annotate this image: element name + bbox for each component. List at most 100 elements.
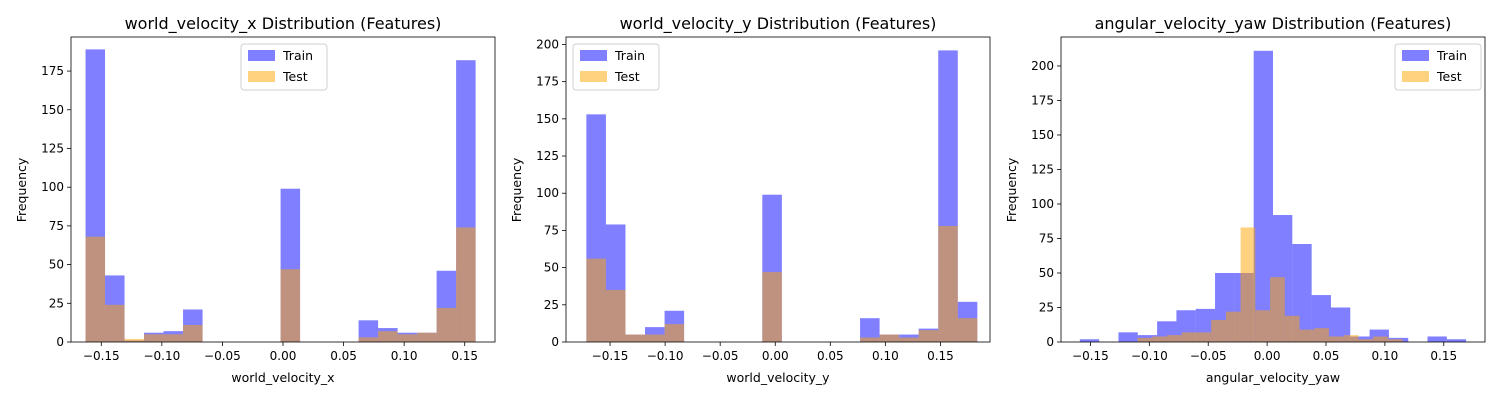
y-axis-label: Frequency bbox=[1004, 157, 1019, 222]
train-bar bbox=[1118, 332, 1138, 342]
test-bar bbox=[1343, 335, 1359, 342]
y-tick-label: 25 bbox=[1039, 300, 1054, 314]
test-bar bbox=[144, 334, 164, 342]
y-tick-label: 0 bbox=[1046, 335, 1054, 349]
legend-swatch-train bbox=[1402, 50, 1429, 61]
test-bar bbox=[1387, 339, 1403, 342]
legend-label-test: Test bbox=[1436, 69, 1462, 84]
plot-frame bbox=[1060, 36, 1486, 343]
chart-title: world_velocity_x Distribution (Features) bbox=[125, 14, 442, 34]
y-tick-label: 0 bbox=[551, 335, 559, 349]
test-bar bbox=[1167, 335, 1182, 342]
y-tick-label: 50 bbox=[544, 261, 559, 275]
x-tick-label: −0.05 bbox=[204, 349, 241, 363]
test-bar bbox=[1240, 227, 1256, 342]
test-bar bbox=[417, 332, 437, 342]
x-tick-label: 0.10 bbox=[1372, 349, 1399, 363]
test-bar bbox=[1137, 337, 1153, 342]
test-bar bbox=[1373, 336, 1388, 342]
legend-swatch-train bbox=[248, 50, 275, 61]
y-tick-label: 75 bbox=[49, 219, 64, 233]
x-tick-label: 0.15 bbox=[1430, 349, 1457, 363]
x-tick-label: 0.05 bbox=[1313, 349, 1340, 363]
y-tick-label: 100 bbox=[536, 186, 559, 200]
x-tick-label: 0.00 bbox=[1254, 349, 1281, 363]
test-bar bbox=[397, 334, 418, 342]
test-bar bbox=[1211, 319, 1226, 342]
test-bar bbox=[85, 236, 106, 342]
legend-swatch-test bbox=[580, 71, 607, 82]
chart-title: angular_velocity_yaw Distribution (Featu… bbox=[1095, 14, 1452, 34]
test-bar bbox=[378, 331, 398, 342]
test-bar bbox=[1299, 329, 1315, 342]
train-bar bbox=[860, 318, 880, 342]
test-bar bbox=[358, 337, 379, 342]
test-bar bbox=[456, 227, 476, 342]
test-bar bbox=[957, 318, 978, 342]
test-bar bbox=[1181, 332, 1197, 342]
test-bar bbox=[938, 225, 958, 342]
chart-world-velocity-x: world_velocity_x Distribution (Features)… bbox=[14, 14, 496, 385]
train-bar bbox=[1427, 336, 1447, 342]
x-tick-label: −0.05 bbox=[702, 349, 739, 363]
test-bar bbox=[1152, 336, 1167, 342]
x-tick-label: 0.05 bbox=[817, 349, 844, 363]
x-tick-label: 0.00 bbox=[270, 349, 297, 363]
test-bar bbox=[586, 258, 606, 342]
y-tick-label: 0 bbox=[56, 335, 64, 349]
y-tick-label: 75 bbox=[544, 223, 559, 237]
test-bar bbox=[1270, 277, 1285, 342]
y-tick-label: 200 bbox=[536, 37, 559, 51]
y-tick-label: 125 bbox=[536, 149, 559, 163]
test-bar bbox=[879, 334, 900, 342]
x-tick-label: −0.10 bbox=[647, 349, 684, 363]
x-tick-label: −0.10 bbox=[1131, 349, 1168, 363]
legend-label-test: Test bbox=[282, 69, 308, 84]
y-tick-label: 100 bbox=[1031, 197, 1054, 211]
y-axis-label: Frequency bbox=[14, 157, 29, 222]
x-axis-label: angular_velocity_yaw bbox=[1206, 370, 1340, 385]
legend-label-test: Test bbox=[614, 69, 640, 84]
y-tick-label: 25 bbox=[544, 298, 559, 312]
train-bar bbox=[1446, 339, 1467, 342]
y-tick-label: 150 bbox=[536, 112, 559, 126]
x-tick-label: −0.10 bbox=[143, 349, 180, 363]
test-bar bbox=[280, 269, 301, 342]
train-bar bbox=[1079, 339, 1100, 342]
train-bar bbox=[1253, 50, 1273, 343]
test-bar bbox=[183, 324, 203, 342]
test-bar bbox=[645, 334, 665, 342]
x-tick-label: 0.00 bbox=[762, 349, 789, 363]
y-tick-label: 125 bbox=[1031, 162, 1054, 176]
test-bar bbox=[1328, 336, 1344, 342]
y-tick-label: 200 bbox=[1031, 59, 1054, 73]
test-bar bbox=[163, 334, 184, 342]
test-bar bbox=[605, 289, 626, 342]
x-tick-label: 0.15 bbox=[451, 349, 478, 363]
legend-label-train: Train bbox=[1436, 48, 1467, 63]
legend-swatch-test bbox=[1402, 71, 1429, 82]
test-bar bbox=[664, 324, 685, 342]
y-tick-label: 50 bbox=[49, 258, 64, 272]
legend-swatch-train bbox=[580, 50, 607, 61]
x-tick-label: −0.15 bbox=[83, 349, 120, 363]
legend-swatch-test bbox=[248, 71, 275, 82]
test-bar bbox=[625, 334, 646, 342]
x-tick-label: 0.15 bbox=[927, 349, 954, 363]
test-bar bbox=[124, 338, 145, 342]
x-tick-label: −0.15 bbox=[592, 349, 629, 363]
train-bar bbox=[358, 320, 379, 342]
train-bar bbox=[1330, 307, 1351, 342]
y-tick-label: 25 bbox=[49, 296, 64, 310]
y-tick-label: 150 bbox=[41, 103, 64, 117]
chart-angular-velocity-yaw: angular_velocity_yaw Distribution (Featu… bbox=[1004, 14, 1486, 385]
test-bar bbox=[436, 307, 457, 342]
plot-frame bbox=[565, 36, 991, 343]
y-tick-label: 175 bbox=[41, 64, 64, 78]
x-tick-label: −0.15 bbox=[1072, 349, 1109, 363]
y-tick-label: 150 bbox=[1031, 128, 1054, 142]
y-tick-label: 125 bbox=[41, 141, 64, 155]
y-tick-label: 175 bbox=[1031, 93, 1054, 107]
y-axis-label: Frequency bbox=[509, 157, 524, 222]
